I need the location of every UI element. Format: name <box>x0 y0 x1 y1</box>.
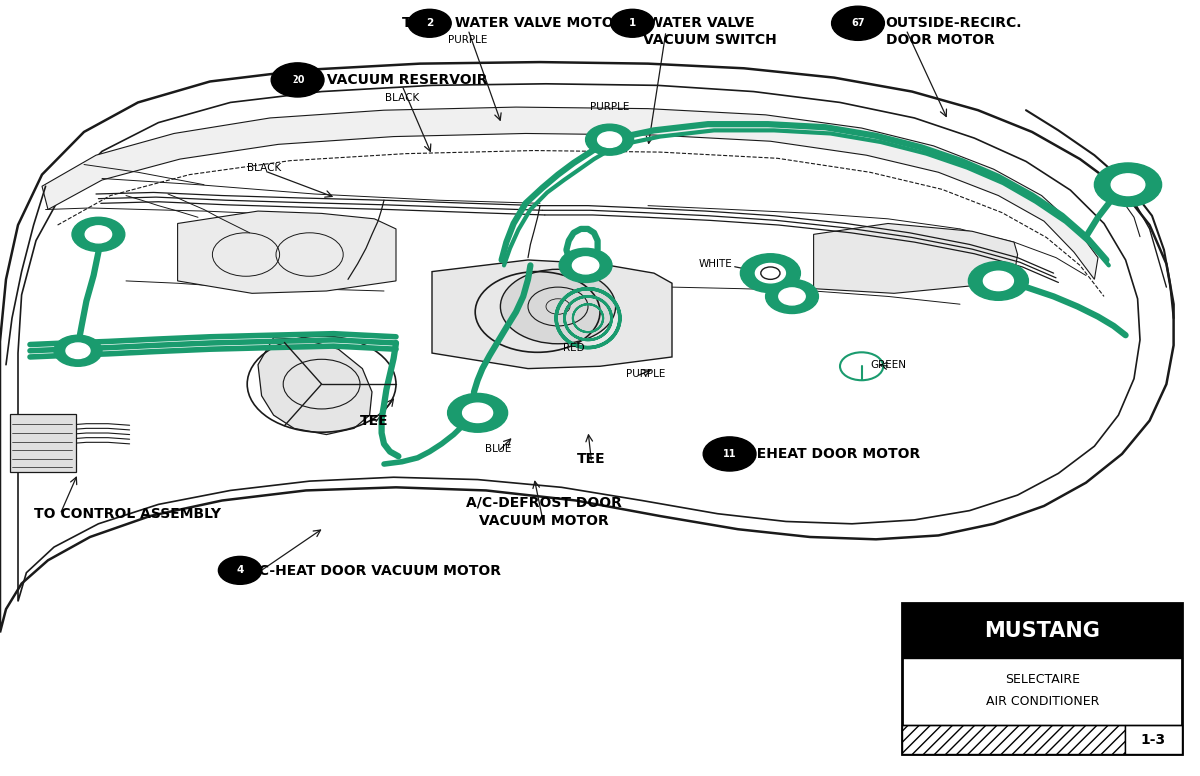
Text: 11: 11 <box>722 449 737 459</box>
Circle shape <box>779 288 805 305</box>
Text: OUTSIDE-RECIRC.: OUTSIDE-RECIRC. <box>886 16 1022 30</box>
Polygon shape <box>178 211 396 293</box>
Text: A/C-DEFROST DOOR: A/C-DEFROST DOOR <box>466 496 622 510</box>
Circle shape <box>766 279 818 314</box>
Bar <box>902 725 1124 754</box>
Text: WATER VALVE: WATER VALVE <box>643 16 755 30</box>
Text: TO: TO <box>402 16 428 30</box>
Polygon shape <box>814 223 1018 293</box>
Text: TO: TO <box>274 73 300 87</box>
Circle shape <box>559 248 612 282</box>
Circle shape <box>611 9 654 37</box>
Circle shape <box>598 132 622 147</box>
Polygon shape <box>258 338 372 435</box>
Circle shape <box>408 9 451 37</box>
Text: 67: 67 <box>851 19 865 28</box>
Bar <box>1124 725 1182 754</box>
Polygon shape <box>42 107 1098 279</box>
Circle shape <box>66 343 90 359</box>
Bar <box>902 603 1182 754</box>
Circle shape <box>500 269 616 344</box>
Circle shape <box>756 264 785 282</box>
Circle shape <box>448 393 508 432</box>
Circle shape <box>54 335 102 366</box>
Text: VACUUM RESERVOIR: VACUUM RESERVOIR <box>322 73 487 87</box>
Bar <box>10 414 76 472</box>
Text: SELECTAIRE: SELECTAIRE <box>1004 674 1080 686</box>
Text: 20: 20 <box>290 75 305 85</box>
Circle shape <box>1111 174 1145 196</box>
Text: BLACK: BLACK <box>385 93 419 102</box>
Text: GREEN: GREEN <box>870 360 906 369</box>
Text: TEE: TEE <box>577 452 606 466</box>
Circle shape <box>85 226 112 243</box>
Circle shape <box>572 257 599 274</box>
Circle shape <box>968 262 1028 300</box>
Polygon shape <box>0 62 1174 632</box>
Circle shape <box>218 556 262 584</box>
Text: WHITE: WHITE <box>698 259 732 268</box>
Text: PURPLE: PURPLE <box>449 36 487 45</box>
Text: AIR CONDITIONER: AIR CONDITIONER <box>985 695 1099 708</box>
Text: PURPLE: PURPLE <box>590 102 629 112</box>
Text: 4: 4 <box>236 566 244 575</box>
Circle shape <box>1094 163 1162 206</box>
Bar <box>902 603 1182 658</box>
Text: RED: RED <box>563 343 584 352</box>
Text: PURPLE: PURPLE <box>626 369 666 379</box>
Circle shape <box>463 404 493 422</box>
Circle shape <box>703 437 756 471</box>
Text: BLACK: BLACK <box>247 164 281 173</box>
Circle shape <box>984 272 1013 290</box>
Text: DOOR MOTOR: DOOR MOTOR <box>886 33 995 47</box>
Circle shape <box>271 63 324 97</box>
Text: VACUUM MOTOR: VACUUM MOTOR <box>479 514 608 528</box>
Text: MUSTANG: MUSTANG <box>984 621 1100 640</box>
Text: BLUE: BLUE <box>485 444 511 453</box>
Text: REHEAT DOOR MOTOR: REHEAT DOOR MOTOR <box>746 447 920 461</box>
Polygon shape <box>432 260 672 369</box>
Text: WATER VALVE MOTOR: WATER VALVE MOTOR <box>450 16 624 30</box>
Text: 1-3: 1-3 <box>1141 733 1166 747</box>
Text: A/C-HEAT DOOR VACUUM MOTOR: A/C-HEAT DOOR VACUUM MOTOR <box>238 563 500 577</box>
Circle shape <box>740 254 800 293</box>
Text: 1: 1 <box>629 19 636 28</box>
Text: TEE: TEE <box>360 414 389 428</box>
Text: VACUUM SWITCH: VACUUM SWITCH <box>643 33 776 47</box>
Circle shape <box>72 217 125 251</box>
Text: 2: 2 <box>426 19 433 28</box>
Circle shape <box>586 124 634 155</box>
Circle shape <box>832 6 884 40</box>
Text: TO CONTROL ASSEMBLY: TO CONTROL ASSEMBLY <box>34 508 221 521</box>
